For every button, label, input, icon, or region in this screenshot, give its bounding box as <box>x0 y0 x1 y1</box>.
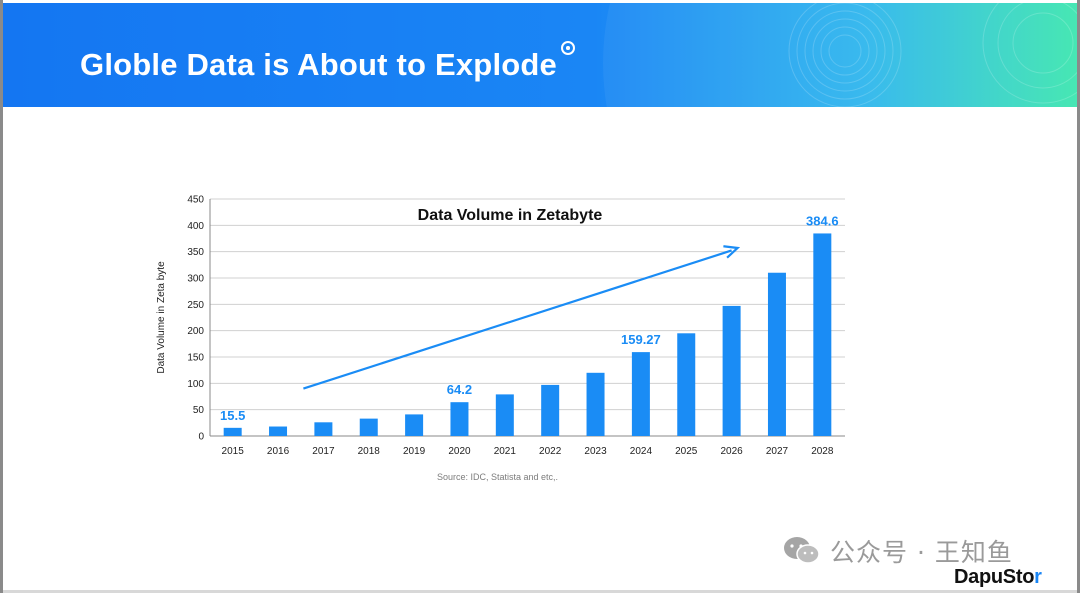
data-labels: 15.5 64.2 159.27 384.6 <box>220 213 839 422</box>
source-note: Source: IDC, Statista and etc,. <box>437 472 559 482</box>
trend-arrow-line <box>303 249 732 390</box>
data-label-2028: 384.6 <box>806 213 839 228</box>
bar-2023 <box>586 372 605 436</box>
gridlines <box>209 198 845 437</box>
bar-2017 <box>314 422 333 436</box>
x-tick-label: 2015 <box>222 446 245 457</box>
banner-decoration <box>603 3 1077 107</box>
x-tick-label: 2021 <box>494 446 517 457</box>
y-tick-label: 50 <box>193 405 205 416</box>
bar-2015 <box>223 427 242 436</box>
bar-2028 <box>813 233 832 436</box>
y-tick-labels: 0 50 100 150 200 250 300 350 400 450 <box>187 195 204 443</box>
data-label-2024: 159.27 <box>621 332 661 347</box>
data-label-2015: 15.5 <box>220 408 245 423</box>
bar-2019 <box>405 414 424 436</box>
trend-arrow-head <box>723 245 741 259</box>
x-tick-label: 2027 <box>766 446 789 457</box>
x-tick-label: 2024 <box>630 446 653 457</box>
x-tick-labels: 2015 2016 2017 2018 2019 2020 2021 2022 2023 2024… <box>222 446 834 457</box>
wechat-icon <box>784 537 820 564</box>
slide-title: Globle Data is About to Explode <box>80 47 557 82</box>
bar-2024 <box>631 352 650 436</box>
y-tick-label: 350 <box>187 247 204 258</box>
watermark: 公众号 · 王知鱼 <box>782 533 1013 569</box>
y-tick-label: 150 <box>187 353 204 364</box>
y-tick-label: 200 <box>187 326 204 337</box>
bar-2025 <box>677 333 696 436</box>
x-tick-label: 2016 <box>267 446 290 457</box>
target-dot-icon <box>561 41 575 55</box>
bar-chart: Data Volume in Zetabyte Data Volume in Z… <box>156 195 845 457</box>
bottom-border <box>3 590 1077 593</box>
brand-logo: DapuStor <box>954 566 1042 589</box>
y-tick-label: 100 <box>187 379 204 390</box>
chart-title: Data Volume in Zetabyte <box>418 207 603 224</box>
data-label-2020: 64.2 <box>447 382 472 397</box>
x-tick-label: 2018 <box>358 446 381 457</box>
bars <box>223 233 832 436</box>
x-tick-label: 2022 <box>539 446 562 457</box>
y-tick-label: 400 <box>187 221 204 232</box>
x-tick-label: 2026 <box>720 446 743 457</box>
bar-2016 <box>269 426 288 436</box>
bar-2021 <box>495 394 514 436</box>
y-axis-label: Data Volume in Zeta byte <box>156 261 167 374</box>
bar-2018 <box>359 418 378 436</box>
trend-arrow <box>303 245 741 390</box>
title-banner: Globle Data is About to Explode <box>3 3 1077 107</box>
x-tick-label: 2019 <box>403 446 426 457</box>
brand-logo-accent: r <box>1034 566 1042 588</box>
bar-2026 <box>722 305 741 436</box>
x-tick-label: 2023 <box>584 446 607 457</box>
y-tick-label: 450 <box>187 195 204 206</box>
x-tick-label: 2028 <box>811 446 834 457</box>
bar-2020 <box>450 402 469 436</box>
watermark-text: 公众号 · 王知鱼 <box>830 538 1013 567</box>
brand-logo-main: DapuSto <box>954 566 1035 588</box>
x-tick-label: 2017 <box>312 446 335 457</box>
x-tick-label: 2025 <box>675 446 698 457</box>
y-tick-label: 300 <box>187 274 204 285</box>
bar-2027 <box>767 272 786 436</box>
x-tick-label: 2020 <box>448 446 471 457</box>
bar-2022 <box>541 384 560 436</box>
y-tick-label: 250 <box>187 300 204 311</box>
y-tick-label: 0 <box>198 432 204 443</box>
